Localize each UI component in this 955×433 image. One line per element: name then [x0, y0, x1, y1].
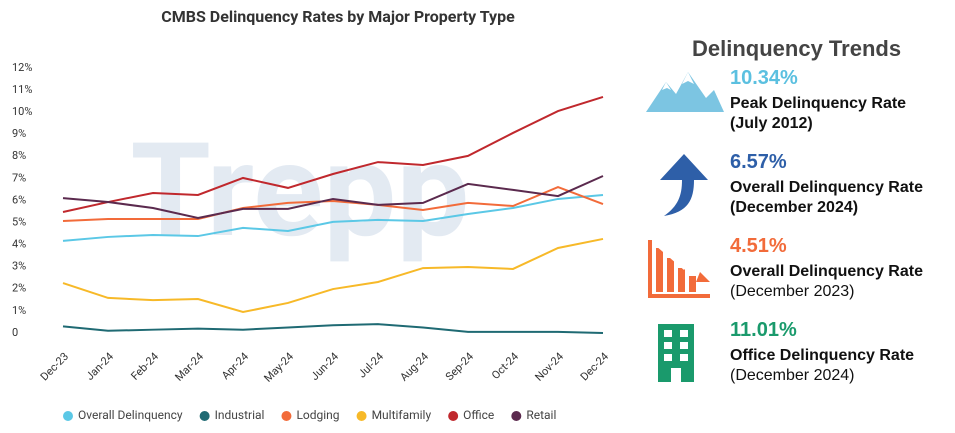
y-tick-label: 12% — [12, 61, 32, 74]
trend-item: 10.34% Peak Delinquency Rate (July 2012) — [730, 66, 945, 134]
series-line — [62, 185, 604, 223]
y-tick-label: 6% — [12, 193, 26, 206]
legend-marker — [199, 411, 210, 421]
series-line — [62, 323, 604, 334]
legend-label: Retail — [526, 408, 556, 422]
x-tick-label: Nov-24 — [532, 350, 566, 384]
x-tick-label: Jun-24 — [308, 350, 341, 383]
x-tick-label: Apr-24 — [219, 350, 251, 382]
y-tick-label: 1% — [12, 304, 26, 317]
arrow-up-icon — [660, 154, 708, 216]
mountain-icon — [646, 72, 724, 112]
x-tick-label: Aug-24 — [397, 350, 431, 384]
y-tick-label: 11% — [12, 83, 32, 96]
legend-marker — [511, 411, 522, 421]
x-tick-label: Jul-24 — [356, 350, 387, 381]
y-tick-label: 0 — [12, 326, 18, 339]
trend-value: 6.57% — [730, 151, 787, 173]
x-tick-label: May-24 — [261, 350, 296, 385]
x-tick-label: Jan-24 — [83, 350, 116, 383]
trend-value: 11.01% — [730, 319, 797, 341]
trend-value: 10.34% — [730, 67, 798, 89]
chart: CMBS Delinquency Rates by Major Property… — [12, 7, 611, 422]
y-tick-label: 5% — [12, 215, 26, 228]
y-tick-label: 9% — [12, 127, 26, 140]
trend-detail: (December 2023) — [730, 283, 855, 300]
chart-title: CMBS Delinquency Rates by Major Property… — [161, 7, 515, 26]
legend-label: Multifamily — [372, 408, 432, 422]
building-icon — [658, 324, 694, 382]
x-tick-label: Sep-24 — [443, 350, 476, 383]
trend-value: 4.51% — [730, 235, 787, 257]
legend-label: Industrial — [215, 408, 265, 422]
legend-marker — [281, 411, 292, 421]
panel-title: Delinquency Trends — [692, 36, 902, 61]
x-tick-label: Feb-24 — [128, 350, 161, 383]
trend-item: 4.51% Overall Delinquency Rate (December… — [730, 234, 945, 302]
y-tick-label: 8% — [12, 149, 26, 162]
y-tick-label: 4% — [12, 238, 26, 251]
watermark: Trepp — [130, 114, 469, 267]
trend-label: Overall Delinquency Rate — [730, 263, 923, 280]
trends-panel: Delinquency Trends 10.34% Peak Delinquen… — [640, 0, 955, 433]
series-line — [62, 193, 604, 242]
y-tick-label: 2% — [12, 282, 26, 295]
legend-marker — [63, 411, 73, 421]
legend-label: Lodging — [296, 408, 339, 422]
x-tick-label: Mar-24 — [172, 350, 206, 384]
series-line — [62, 95, 604, 213]
trend-label: Overall Delinquency Rate (December 2024) — [730, 179, 923, 216]
x-tick-label: Dec-24 — [578, 350, 611, 383]
trend-label: Office Delinquency Rate — [730, 347, 915, 364]
series-line — [62, 175, 604, 219]
y-tick-label: 3% — [12, 260, 26, 273]
legend-label: Overall Delinquency — [78, 408, 183, 422]
legend-marker — [448, 411, 459, 421]
x-tick-label: Dec-23 — [38, 350, 71, 383]
x-tick-label: Oct-24 — [489, 350, 521, 382]
chart-down-icon — [648, 240, 710, 298]
trend-detail: (July 2012) — [730, 115, 813, 132]
series-line — [62, 237, 604, 314]
trend-label: Peak Delinquency Rate — [730, 95, 907, 112]
y-tick-label: 7% — [12, 171, 26, 184]
legend-label: Office — [463, 408, 494, 422]
legend-marker — [356, 411, 367, 421]
trend-detail: (December 2024) — [730, 367, 855, 384]
trend-item: 6.57% Overall Delinquency Rate (December… — [730, 150, 945, 218]
trend-item: 11.01% Office Delinquency Rate (December … — [730, 318, 945, 386]
y-tick-label: 10% — [12, 105, 32, 118]
